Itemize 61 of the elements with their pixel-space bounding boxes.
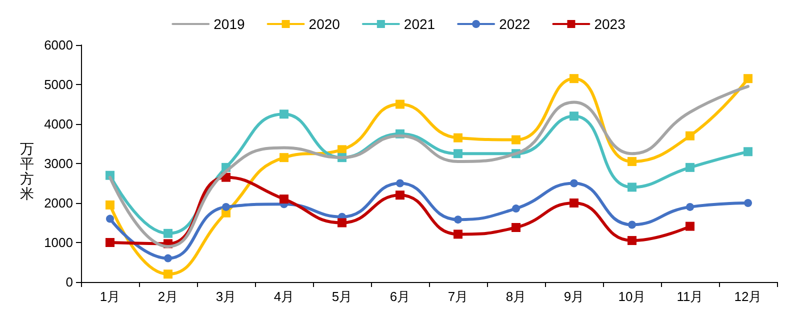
point (686, 162, 694, 172)
y-tick-label: 5000 (44, 77, 73, 92)
x-tick-label: 2月 (158, 289, 178, 304)
x-tick-label: 9月 (564, 289, 584, 304)
x-tick-label: 8月 (506, 289, 526, 304)
x-tick-label: 3月 (216, 289, 236, 304)
point (628, 220, 636, 229)
point (396, 190, 404, 200)
point (570, 74, 578, 84)
point (222, 202, 230, 211)
x-tick-label: 12月 (734, 289, 762, 304)
point (338, 218, 346, 228)
point (454, 230, 462, 239)
point (686, 222, 694, 231)
point (164, 270, 172, 279)
point (454, 216, 462, 224)
point (512, 222, 520, 232)
point (628, 236, 636, 246)
point (106, 200, 114, 210)
legend-label: 2020 (308, 16, 340, 32)
point (396, 179, 404, 188)
x-tick-label: 7月 (448, 289, 468, 304)
x-tick-label: 4月 (274, 289, 294, 304)
point (280, 153, 288, 162)
legend-label: 2021 (404, 16, 436, 32)
point (454, 133, 462, 142)
point (280, 194, 288, 204)
point (106, 238, 114, 247)
y-tick-label: 2000 (44, 196, 73, 210)
point (570, 179, 578, 188)
point (570, 198, 578, 208)
point (106, 214, 114, 223)
point (628, 182, 636, 192)
y-tick-label: 1000 (44, 235, 73, 250)
point (164, 228, 172, 238)
point (686, 202, 694, 211)
point (628, 157, 636, 166)
point (744, 74, 752, 84)
point (570, 112, 578, 121)
point (280, 110, 288, 119)
y-axis-title: 万平方米 (20, 140, 34, 202)
legend-label: 2019 (214, 16, 245, 32)
legend-label: 2022 (499, 16, 530, 32)
point (686, 131, 694, 140)
point (396, 100, 404, 109)
point (164, 254, 172, 262)
point (512, 135, 520, 144)
x-tick-label: 6月 (390, 289, 410, 304)
x-tick-label: 11月 (676, 289, 704, 304)
x-tick-label: 10月 (618, 289, 646, 304)
point (744, 147, 752, 156)
y-tick-label: 6000 (44, 38, 73, 52)
y-tick-label: 4000 (44, 116, 73, 132)
y-tick-label: 3000 (44, 156, 73, 171)
point (454, 149, 462, 158)
legend-label: 2023 (594, 16, 626, 32)
y-tick-label: 0 (66, 274, 73, 290)
point (744, 199, 752, 207)
point (512, 204, 520, 213)
x-tick-label: 1月 (100, 289, 120, 304)
x-tick-label: 5月 (332, 289, 352, 304)
